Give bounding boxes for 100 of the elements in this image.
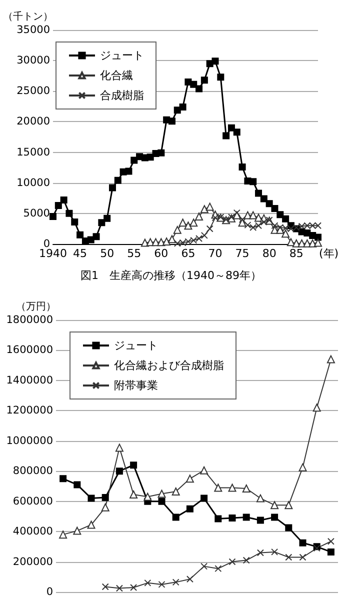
point <box>108 184 116 192</box>
legend-label: 附帯事業 <box>114 379 158 392</box>
y-tick-label: 30000 <box>16 54 50 67</box>
point <box>312 404 321 412</box>
point <box>242 484 250 492</box>
point <box>260 218 268 226</box>
point <box>314 234 322 241</box>
point <box>266 200 273 208</box>
point <box>206 225 214 232</box>
point <box>174 106 181 114</box>
x-tick-label: 65 <box>181 247 196 260</box>
point <box>125 168 132 175</box>
x-tick-label: 60 <box>154 247 168 260</box>
point <box>256 494 264 502</box>
point <box>286 238 295 246</box>
point <box>116 468 123 475</box>
point <box>228 124 235 132</box>
point <box>271 205 278 212</box>
legend-label: ジュート <box>114 339 158 352</box>
point <box>282 215 290 222</box>
point <box>284 501 293 510</box>
point <box>101 503 110 512</box>
point <box>102 494 109 502</box>
point <box>285 554 292 561</box>
x-tick-label: 45 <box>73 247 88 260</box>
point <box>168 118 176 125</box>
point <box>71 218 78 226</box>
point <box>200 76 208 84</box>
point <box>146 154 154 161</box>
point <box>282 230 290 238</box>
point <box>200 232 208 239</box>
y-tick-label: 1800000 <box>6 314 53 326</box>
point <box>326 355 335 364</box>
y-axis-title: （万円） <box>16 302 56 312</box>
x-tick-label: 1940 <box>39 247 67 260</box>
x-tick-label: 55 <box>127 247 142 260</box>
point <box>271 548 278 556</box>
point <box>271 514 278 521</box>
point <box>327 548 334 556</box>
point <box>314 222 322 230</box>
point <box>200 562 208 570</box>
point <box>73 526 82 535</box>
y-tick-label: 200000 <box>12 556 53 568</box>
y-tick-label: 800000 <box>12 465 53 478</box>
y-tick-label: 1000000 <box>6 434 53 447</box>
point <box>314 238 322 247</box>
y-axis-title: （千トン） <box>3 10 53 22</box>
point <box>104 214 111 222</box>
point <box>174 240 181 247</box>
point <box>50 212 56 220</box>
point <box>200 466 208 474</box>
point <box>179 239 186 246</box>
point <box>303 239 312 248</box>
x-tick-label: 50 <box>100 247 114 260</box>
point <box>76 231 84 238</box>
y-tick-label: 35000 <box>16 24 50 36</box>
point <box>87 520 96 529</box>
point <box>130 490 138 499</box>
point <box>276 211 284 218</box>
point <box>200 494 208 502</box>
point <box>228 514 236 522</box>
point <box>184 238 192 246</box>
point <box>271 222 278 230</box>
point <box>158 498 166 505</box>
point <box>158 490 166 498</box>
point <box>214 565 222 572</box>
point <box>214 515 222 522</box>
point <box>87 236 94 244</box>
point <box>173 226 182 234</box>
point <box>244 222 252 229</box>
legend-label: 合成樹脂 <box>100 89 144 102</box>
y-tick-label: 5000 <box>23 207 50 220</box>
point <box>238 216 246 224</box>
point <box>270 501 279 510</box>
point <box>238 163 246 170</box>
point <box>184 222 192 230</box>
point <box>102 583 109 590</box>
point <box>256 549 264 556</box>
point <box>228 484 236 492</box>
x-tick-label: 75 <box>235 247 250 260</box>
point <box>186 505 194 512</box>
point <box>168 235 176 244</box>
point <box>130 584 138 591</box>
point <box>222 132 230 140</box>
point <box>59 530 68 539</box>
point <box>233 209 240 216</box>
point <box>186 474 194 483</box>
point <box>298 463 307 472</box>
point <box>206 202 214 211</box>
point <box>130 462 138 469</box>
point <box>309 222 316 230</box>
x-tick-label: 80 <box>262 247 276 260</box>
point <box>255 190 262 197</box>
point <box>214 484 222 492</box>
point <box>190 80 198 88</box>
text: 図1 生産高の推移（1940～89年） <box>80 269 262 282</box>
y-tick-label: 10000 <box>16 176 50 189</box>
legend-label: ジュート <box>100 49 144 62</box>
y-tick-label: 0 <box>46 586 53 598</box>
y-tick-label: 1200000 <box>6 404 53 417</box>
